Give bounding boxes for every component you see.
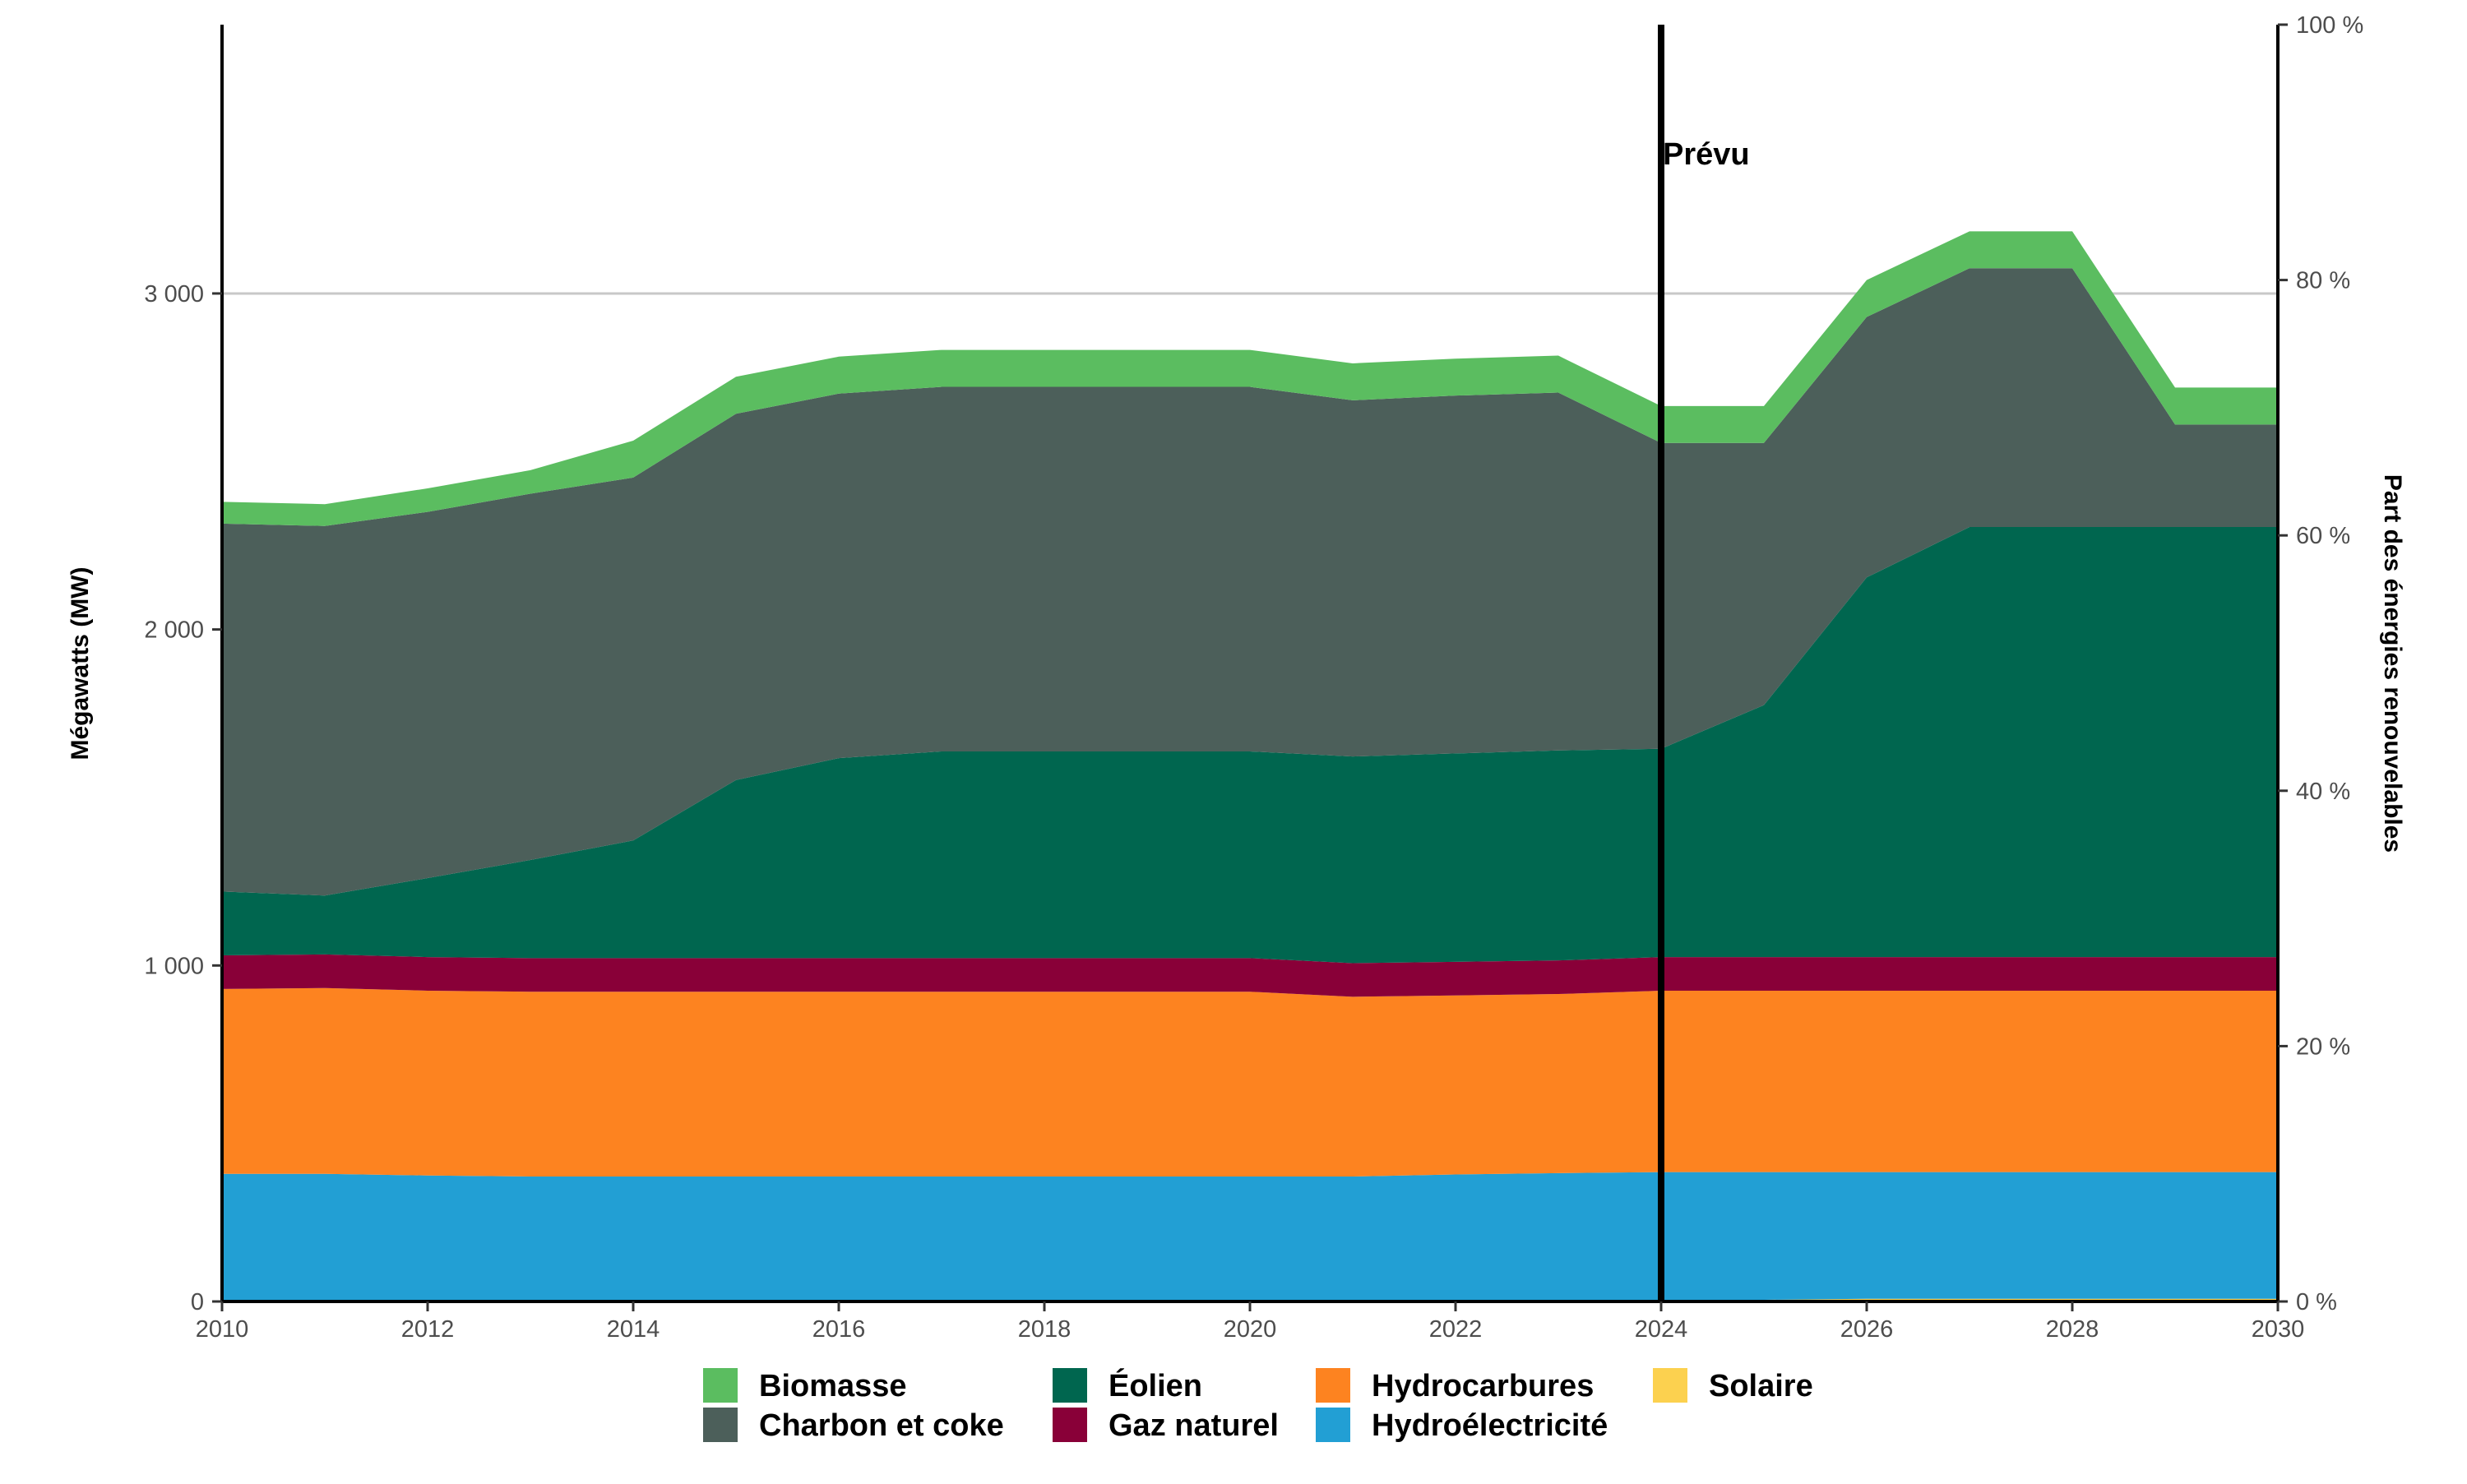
legend-swatch-charbon-et-coke: [703, 1408, 738, 1442]
x-tick-label: 2026: [1840, 1316, 1894, 1343]
y2-tick-label: 80 %: [2296, 268, 2350, 294]
legend-swatch-gaz-naturel: [1053, 1408, 1087, 1442]
legend-swatch-hydroelectricite: [1316, 1408, 1350, 1442]
y2-tick-label: 100 %: [2296, 12, 2363, 39]
legend-label-hydroelectricite: Hydroélectricité: [1372, 1408, 1608, 1443]
area-hydrocarbures: [222, 987, 2278, 1177]
y2-tick-label: 40 %: [2296, 779, 2350, 805]
legend-label-eolien: Éolien: [1109, 1367, 1202, 1403]
legend-swatch-hydrocarbures: [1316, 1368, 1350, 1403]
y2-tick-label: 0 %: [2296, 1289, 2337, 1315]
legend-swatch-solaire: [1653, 1368, 1687, 1403]
legend-label-charbon-et-coke: Charbon et coke: [759, 1408, 1004, 1443]
right-axis-ticks: 0 % 20 % 40 % 60 % 80 % 100 %: [2278, 12, 2363, 1315]
y2-axis-title: Part des énergies renouvelables: [2379, 474, 2406, 853]
legend-label-biomasse: Biomasse: [759, 1369, 907, 1403]
x-tick-label: 2010: [196, 1316, 249, 1343]
x-tick-label: 2020: [1224, 1316, 1277, 1343]
x-tick-label: 2030: [2252, 1316, 2305, 1343]
x-tick-label: 2022: [1429, 1316, 1483, 1343]
y-tick-label: 1 000: [144, 953, 204, 979]
area-hydroelectricite: [222, 1172, 2278, 1301]
x-tick-label: 2014: [607, 1316, 660, 1343]
y-tick-label: 0: [191, 1289, 204, 1315]
y2-tick-label: 60 %: [2296, 523, 2350, 549]
y-tick-label: 2 000: [144, 617, 204, 644]
legend-label-hydrocarbures: Hydrocarbures: [1372, 1369, 1594, 1403]
x-tick-label: 2012: [401, 1316, 455, 1343]
x-axis-ticks: 2010 2012 2014 2016 2018 2020 2022 2024 2026 2028…: [196, 1301, 2305, 1343]
y-tick-label: 3 000: [144, 281, 204, 307]
x-tick-label: 2024: [1635, 1316, 1688, 1343]
legend-swatch-eolien: [1053, 1368, 1087, 1403]
x-tick-label: 2016: [812, 1316, 866, 1343]
area-layers: [222, 231, 2278, 1301]
y-axis-title: Mégawatts (MW): [67, 567, 94, 760]
x-tick-label: 2018: [1018, 1316, 1072, 1343]
forecast-marker: Prévu: [1658, 25, 1750, 1301]
area-biomasse: [222, 231, 2278, 526]
x-tick-label: 2028: [2046, 1316, 2099, 1343]
legend-swatch-biomasse: [703, 1368, 738, 1403]
forecast-label: Prévu: [1663, 137, 1750, 172]
legend-label-gaz-naturel: Gaz naturel: [1109, 1408, 1279, 1443]
area-gaz-naturel: [222, 954, 2278, 997]
y2-tick-label: 20 %: [2296, 1033, 2350, 1060]
legend: Biomasse Charbon et coke Éolien Gaz naturel…: [703, 1367, 1813, 1443]
left-axis-ticks: 0 1 000 2 000 3 000: [144, 281, 222, 1315]
area-eolien: [222, 526, 2278, 964]
area-charbon-et-coke: [222, 268, 2278, 896]
legend-label-solaire: Solaire: [1709, 1369, 1813, 1403]
